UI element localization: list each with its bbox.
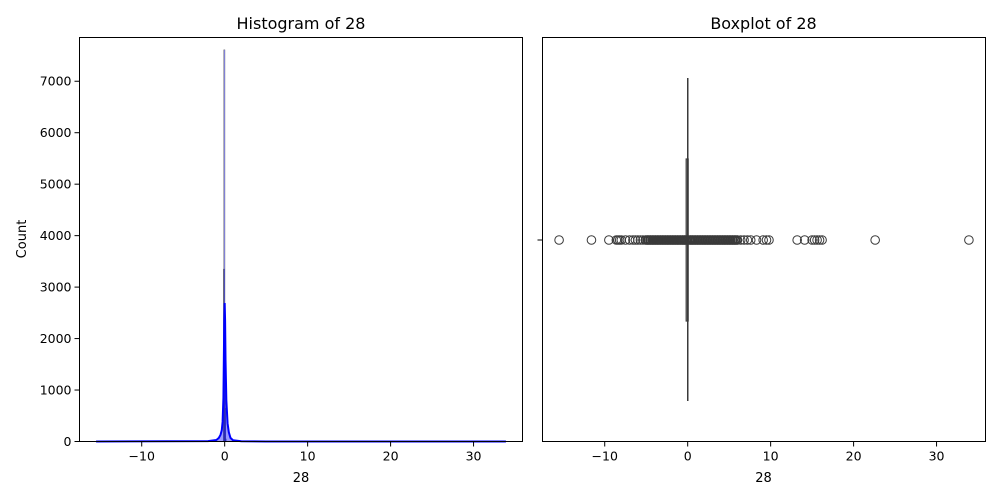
histogram-y-tick-label-2: 2000 <box>40 331 72 346</box>
boxplot-frame <box>542 37 986 442</box>
histogram-y-tick-label-1: 1000 <box>40 383 72 398</box>
boxplot-outlier-67 <box>964 235 974 245</box>
histogram-x-tick-label-0: −10 <box>129 449 155 464</box>
boxplot-outlier-59 <box>792 235 802 245</box>
boxplot-outlier-0 <box>554 235 564 245</box>
boxplot-outlier-62 <box>809 235 820 245</box>
histogram-y-tick-label-3: 3000 <box>40 280 72 295</box>
boxplot-outlier-60 <box>799 235 810 245</box>
histogram-x-tick-label-2: 10 <box>300 449 316 464</box>
histogram-panel: Histogram of 28 −10 0 10 20 30 0 1000 2000 3000… <box>15 14 523 486</box>
boxplot-panel: Boxplot of 28 −10 0 10 20 30 28 <box>537 14 986 486</box>
histogram-x-tick-label-1: 0 <box>221 449 229 464</box>
histogram-x-tick-label-3: 20 <box>383 449 399 464</box>
boxplot-outlier-61 <box>807 235 817 245</box>
boxplot-x-tick-label-2: 10 <box>763 449 779 464</box>
boxplot-outlier-57 <box>761 235 772 245</box>
boxplot-outlier-9 <box>628 235 638 245</box>
histogram-x-ticks: −10 0 10 20 30 <box>129 441 482 464</box>
histogram-y-tick-label-7: 7000 <box>40 74 72 89</box>
kde-line <box>96 303 506 443</box>
boxplot-outlier-dense-73 <box>732 235 742 245</box>
histogram-title: Histogram of 28 <box>237 14 366 33</box>
boxplot-title: Boxplot of 28 <box>710 14 816 33</box>
histogram-x-label: 28 <box>293 471 310 486</box>
boxplot-outlier-55 <box>751 235 762 245</box>
boxplot-x-ticks: −10 0 10 20 30 <box>592 441 945 464</box>
boxplot-outlier-63 <box>812 235 822 245</box>
boxplot-outlier-54 <box>745 235 756 245</box>
histogram-y-tick-label-6: 6000 <box>40 125 72 140</box>
histogram-frame <box>79 37 523 442</box>
boxplot-outlier-65 <box>817 235 827 245</box>
boxplot-outlier-7 <box>620 235 631 245</box>
boxplot-x-tick-label-4: 30 <box>929 449 945 464</box>
histogram-y-label: Count <box>15 220 30 259</box>
boxplot-outlier-56 <box>758 235 768 245</box>
boxplot-outlier-66 <box>870 235 880 245</box>
histogram-y-ticks: 0 1000 2000 3000 4000 5000 6000 7000 <box>40 74 80 449</box>
boxplot-x-tick-label-0: −10 <box>592 449 618 464</box>
boxplot-x-tick-label-3: 20 <box>846 449 862 464</box>
boxplot-x-label: 28 <box>755 471 772 486</box>
histogram-y-tick-label-4: 4000 <box>40 228 72 243</box>
boxplot-outlier-53 <box>742 235 753 245</box>
boxplot-outlier-58 <box>764 235 774 245</box>
boxplot-outlier-64 <box>814 235 825 245</box>
boxplot-marks <box>554 78 974 401</box>
boxplot-outlier-1 <box>586 235 597 245</box>
boxplot-outlier-10 <box>630 235 641 245</box>
boxplot-x-tick-label-1: 0 <box>684 449 692 464</box>
histogram-marks <box>96 49 506 443</box>
histogram-x-tick-label-4: 30 <box>466 449 482 464</box>
histogram-y-tick-label-5: 5000 <box>40 177 72 192</box>
boxplot-outlier-2 <box>604 235 614 245</box>
histogram-y-tick-label-0: 0 <box>64 434 72 449</box>
kde-area <box>96 303 506 442</box>
